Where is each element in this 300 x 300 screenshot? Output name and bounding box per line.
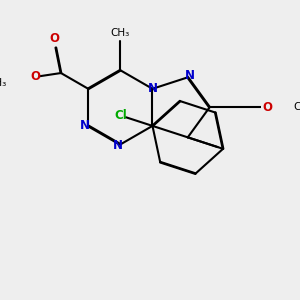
Text: N: N	[80, 118, 90, 132]
Text: O: O	[262, 101, 272, 114]
Text: O: O	[30, 70, 40, 83]
Text: N: N	[112, 139, 122, 152]
Text: Cl: Cl	[114, 109, 127, 122]
Text: CH₃: CH₃	[111, 28, 130, 38]
Text: N: N	[148, 82, 158, 95]
Text: O: O	[49, 32, 59, 45]
Text: CH₃: CH₃	[0, 78, 7, 88]
Text: N: N	[184, 69, 195, 82]
Text: CH₃: CH₃	[293, 102, 300, 112]
